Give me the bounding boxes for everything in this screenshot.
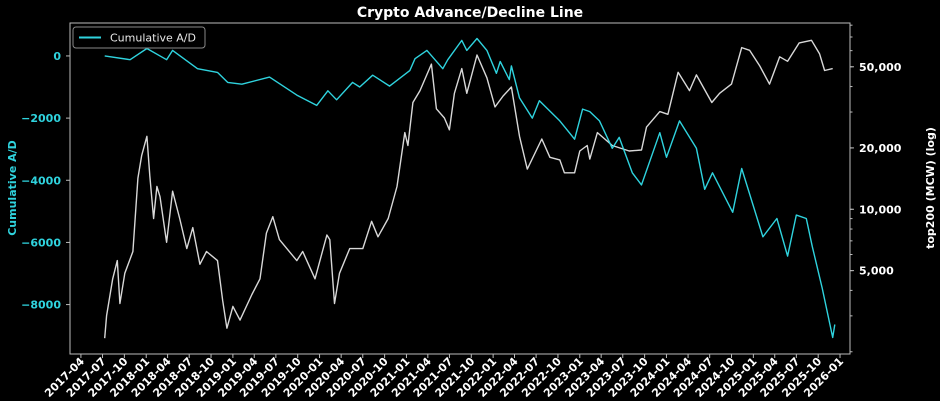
cumulative-ad-line — [104, 37, 836, 339]
left-tick-label: −4000 — [21, 174, 61, 187]
left-tick-label: 0 — [53, 50, 61, 63]
left-axis: 0 −2000 −4000 −6000 −8000 — [21, 50, 70, 312]
left-tick-label: −8000 — [21, 299, 61, 312]
legend-box — [72, 26, 206, 49]
right-tick-label: 20,000 — [859, 142, 902, 155]
legend: Cumulative A/D — [72, 26, 206, 49]
plot-frame — [69, 22, 851, 355]
right-tick-label: 50,000 — [859, 61, 902, 74]
right-tick-label: 10,000 — [859, 203, 902, 216]
left-tick-label: −2000 — [21, 112, 61, 125]
right-tick-label: 5,000 — [859, 265, 894, 278]
x-axis: 2017-042017-072017-102018-012018-042018-… — [42, 354, 846, 400]
right-axis: 5,000 10,000 20,000 50,000 — [850, 24, 902, 353]
legend-entry: Cumulative A/D — [110, 32, 196, 45]
left-tick-label: −6000 — [21, 236, 61, 249]
top200-price-line — [104, 39, 833, 339]
plot-lines — [104, 37, 836, 339]
left-axis-label: Cumulative A/D — [6, 140, 19, 236]
chart-title: Crypto Advance/Decline Line — [357, 5, 583, 21]
right-axis-label: top200 (MCW) (log) — [924, 127, 937, 249]
